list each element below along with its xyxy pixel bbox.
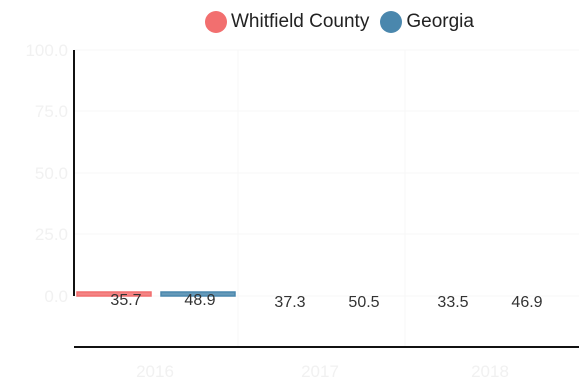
data-label: 46.9 <box>511 294 542 311</box>
data-label: 50.5 <box>348 294 379 311</box>
data-label: 35.7 <box>110 292 141 309</box>
legend-label-whitfield-county: Whitfield County <box>231 11 370 32</box>
data-label: 48.9 <box>184 292 215 309</box>
y-tick-labels: 0.0 25.0 50.0 75.0 100.0 <box>25 41 68 306</box>
x-tick-label: 2016 <box>136 362 174 381</box>
legend-item-whitfield-county[interactable]: Whitfield County <box>205 11 369 33</box>
y-tick-label: 25.0 <box>35 225 68 244</box>
data-labels: 35.7 37.3 33.5 48.9 50.5 46.9 <box>110 292 542 311</box>
bar-georgia-2016[interactable] <box>160 291 236 297</box>
legend-item-georgia[interactable]: Georgia <box>380 11 474 33</box>
y-tick-label: 0.0 <box>44 287 68 306</box>
y-tick-label: 75.0 <box>35 102 68 121</box>
grid <box>74 49 579 346</box>
legend-swatch-whitfield-county <box>205 11 227 33</box>
y-tick-label: 100.0 <box>25 41 68 60</box>
data-label: 37.3 <box>274 294 305 311</box>
legend-swatch-georgia <box>380 11 403 33</box>
x-tick-label: 2018 <box>471 362 509 381</box>
bars <box>76 291 236 297</box>
data-label: 33.5 <box>437 294 468 311</box>
y-tick-label: 50.0 <box>35 164 68 183</box>
bar-whitfield-county-2016[interactable] <box>76 291 152 297</box>
x-tick-label: 2017 <box>301 362 339 381</box>
x-tick-labels: 2016 2017 2018 <box>136 362 509 381</box>
legend-label-georgia: Georgia <box>406 11 474 32</box>
legend: Whitfield County Georgia <box>205 9 485 35</box>
